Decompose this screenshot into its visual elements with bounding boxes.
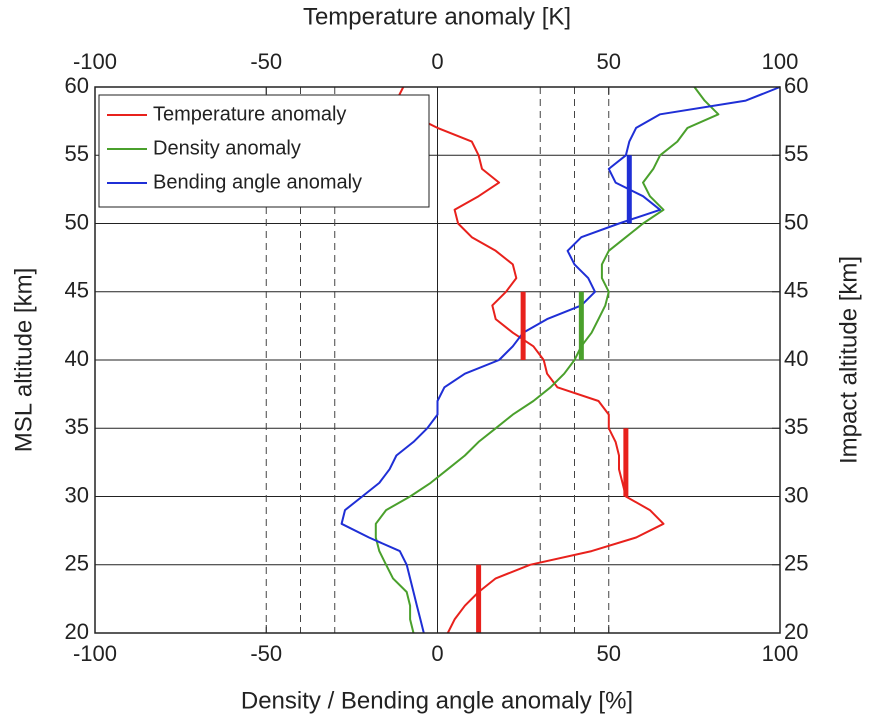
y-tick-label: 35: [65, 414, 89, 439]
x-tick-label: -50: [250, 641, 282, 666]
x-tick-label: 100: [762, 641, 799, 666]
x-axis-label: Density / Bending angle anomaly [%]: [241, 687, 633, 714]
legend-label: Temperature anomaly: [153, 103, 346, 125]
x2-tick-label: 50: [597, 49, 621, 74]
legend-label: Density anomaly: [153, 137, 301, 159]
y-tick-label: 40: [65, 346, 89, 371]
y2-tick-label: 50: [784, 209, 808, 234]
y2-tick-label: 35: [784, 414, 808, 439]
x-tick-label: 50: [597, 641, 621, 666]
profile-line: [395, 86, 665, 634]
y2-tick-label: 20: [784, 619, 808, 644]
y-tick-label: 55: [65, 141, 89, 166]
y2-axis-label: Impact altitude [km]: [835, 256, 862, 464]
y-tick-label: 20: [65, 619, 89, 644]
x-tick-label: 0: [431, 641, 443, 666]
y2-tick-label: 55: [784, 141, 808, 166]
plot-frame: [94, 86, 781, 634]
y-tick-label: 50: [65, 209, 89, 234]
profile-line: [340, 86, 781, 634]
x2-tick-label: 0: [431, 49, 443, 74]
legend-box: [98, 94, 430, 208]
x-tick-label: -100: [73, 641, 117, 666]
x2-tick-label: -100: [73, 49, 117, 74]
legend-label: Bending angle anomaly: [153, 171, 362, 193]
y-axis-label: MSL altitude [km]: [10, 268, 37, 453]
y-tick-label: 45: [65, 278, 89, 303]
x2-tick-label: -50: [250, 49, 282, 74]
x2-tick-label: 100: [762, 49, 799, 74]
y-tick-label: 25: [65, 551, 89, 576]
y2-tick-label: 25: [784, 551, 808, 576]
y-tick-label: 30: [65, 482, 89, 507]
y2-tick-label: 60: [784, 73, 808, 98]
y2-tick-label: 30: [784, 482, 808, 507]
y2-tick-label: 40: [784, 346, 808, 371]
y-tick-label: 60: [65, 73, 89, 98]
y2-tick-label: 45: [784, 278, 808, 303]
x2-axis-label: Temperature anomaly [K]: [303, 3, 571, 30]
